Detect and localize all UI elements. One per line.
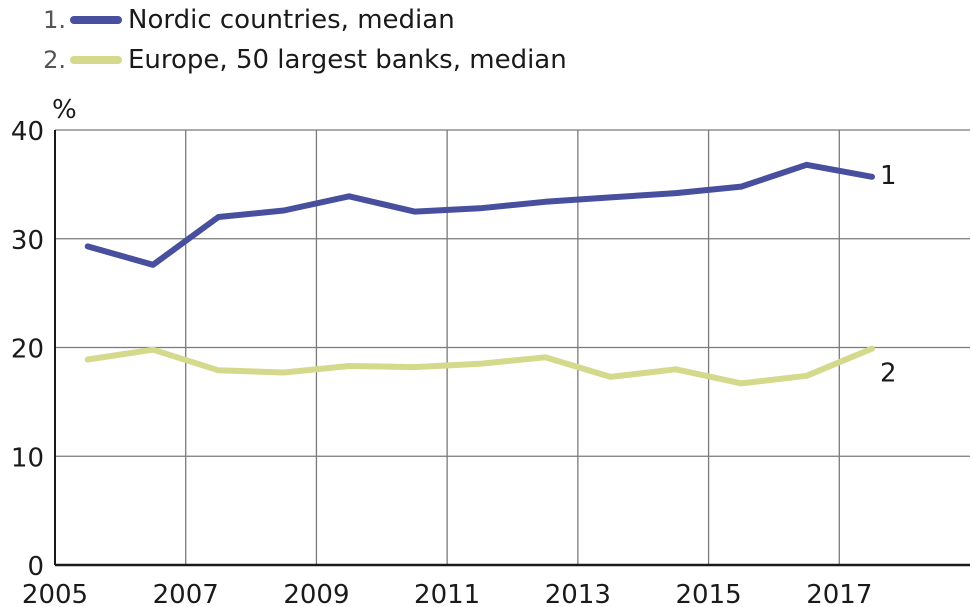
legend-label: Europe, 50 largest banks, median <box>128 45 567 75</box>
x-tick-label: 2009 <box>283 580 349 607</box>
series-group <box>84 161 875 387</box>
legend-number: 2. <box>43 46 66 74</box>
x-tick-label: 2005 <box>22 580 88 607</box>
legend-swatch <box>70 56 122 64</box>
x-tick-label: 2007 <box>153 580 219 607</box>
series-end-label: 1 <box>880 161 897 191</box>
axes <box>54 130 970 567</box>
x-tick-label: 2011 <box>414 580 480 607</box>
legend-number: 1. <box>43 6 66 34</box>
y-tick-label: 0 <box>27 552 44 582</box>
series-line-1 <box>84 161 875 268</box>
y-tick-label: 40 <box>11 117 44 147</box>
series-end-label: 2 <box>880 359 897 389</box>
y-tick-label: 20 <box>11 335 44 365</box>
x-tick-label: 2017 <box>806 580 872 607</box>
x-tick-label: 2015 <box>675 580 741 607</box>
legend-item-1: 1. Nordic countries, median <box>36 2 455 38</box>
legend-item-2: 2. Europe, 50 largest banks, median <box>36 42 567 78</box>
y-tick-label: 10 <box>11 443 44 473</box>
y-tick-label: 30 <box>11 226 44 256</box>
x-tick-label: 2013 <box>545 580 611 607</box>
legend: 1. Nordic countries, median 2. Europe, 5… <box>0 0 700 80</box>
series-line-2 <box>84 345 875 387</box>
legend-swatch <box>70 16 122 24</box>
grid <box>55 129 970 565</box>
tick-labels: 0 10 20 30 40 2005 2007 2009 2011 2013 2015 2017% 1 2 <box>11 95 897 607</box>
y-axis-unit: % <box>52 95 77 125</box>
legend-label: Nordic countries, median <box>128 5 455 35</box>
